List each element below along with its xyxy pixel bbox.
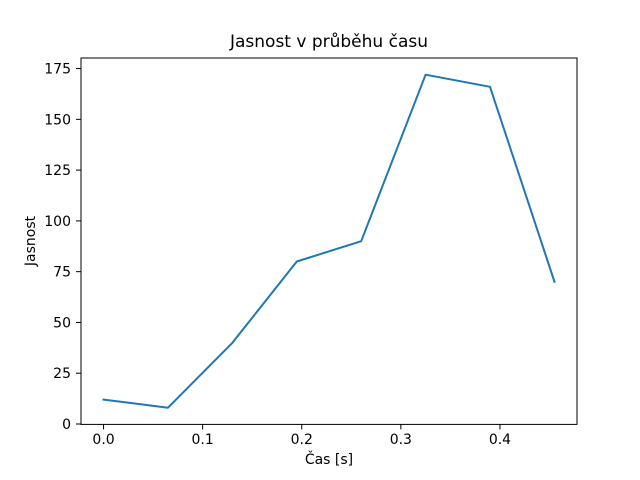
y-tick-label: 175 bbox=[44, 62, 71, 78]
y-tick-label: 100 bbox=[44, 214, 71, 230]
y-tick-label: 50 bbox=[53, 315, 71, 331]
x-tick-label: 0.0 bbox=[92, 432, 114, 448]
y-tick-label: 75 bbox=[53, 265, 71, 281]
y-tick-label: 150 bbox=[44, 112, 71, 128]
y-tick-label: 125 bbox=[44, 163, 71, 179]
y-axis-label: Jasnost bbox=[23, 215, 39, 267]
plot-area-frame bbox=[80, 57, 578, 425]
data-line bbox=[102, 73, 556, 409]
x-tick-label: 0.1 bbox=[192, 432, 214, 448]
y-tick-label: 0 bbox=[62, 417, 71, 433]
y-tick-label: 25 bbox=[53, 366, 71, 382]
x-axis-label: Čas [s] bbox=[305, 450, 353, 468]
x-tick-label: 0.4 bbox=[489, 432, 511, 448]
chart-title: Jasnost v průběhu času bbox=[229, 32, 428, 52]
x-tick-label: 0.3 bbox=[390, 432, 412, 448]
x-tick-label: 0.2 bbox=[291, 432, 313, 448]
y-axis-ticks: 0 25 50 75 100 125 150 175 bbox=[44, 62, 81, 433]
x-axis-ticks: 0.0 0.1 0.2 0.3 0.4 bbox=[92, 424, 511, 448]
